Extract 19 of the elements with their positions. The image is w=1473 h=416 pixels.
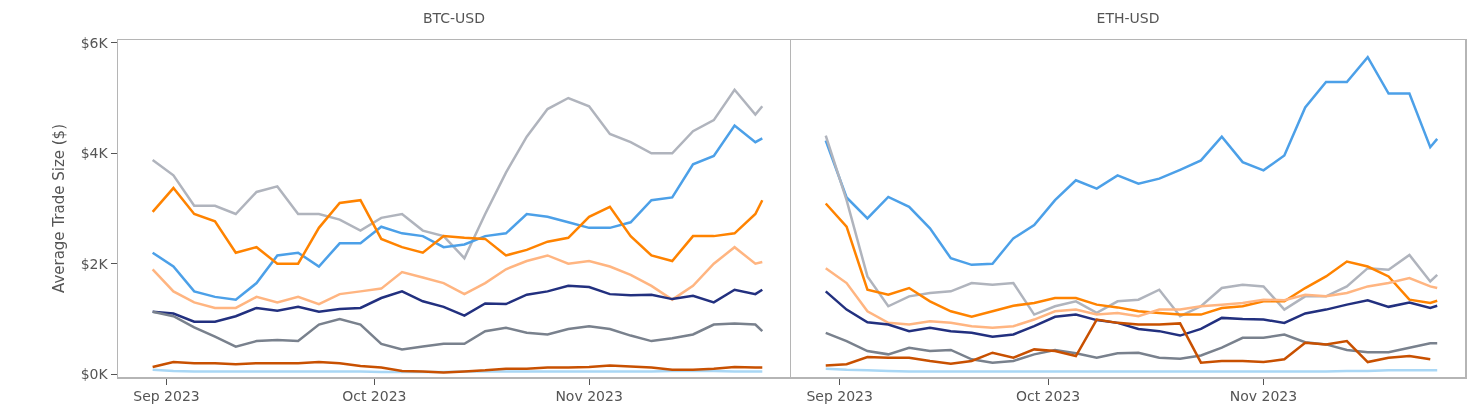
x-tick-label: Oct 2023 bbox=[1015, 388, 1081, 405]
x-tick-label: Nov 2023 bbox=[555, 388, 623, 405]
y-tick-label: $4K bbox=[80, 145, 109, 162]
x-tick-label: Sep 2023 bbox=[806, 388, 873, 405]
y-tick-label: $0K bbox=[80, 366, 109, 383]
line-series bbox=[151, 310, 764, 351]
line-series bbox=[151, 124, 764, 301]
line-series bbox=[151, 186, 764, 265]
x-tick-label: Nov 2023 bbox=[1229, 388, 1298, 405]
y-axis-title: Average Trade Size ($) bbox=[50, 123, 69, 294]
y-tick-label: $6K bbox=[80, 34, 109, 51]
line-series bbox=[151, 245, 764, 310]
y-tick-label: $2K bbox=[80, 255, 109, 272]
chart-title: BTC-USD bbox=[422, 9, 486, 26]
x-tick-label: Oct 2023 bbox=[342, 388, 407, 405]
x-tick-label: Sep 2023 bbox=[133, 388, 200, 405]
line-series bbox=[151, 360, 764, 374]
line-series bbox=[151, 88, 764, 260]
chart-title: ETH-USD bbox=[1096, 9, 1160, 26]
